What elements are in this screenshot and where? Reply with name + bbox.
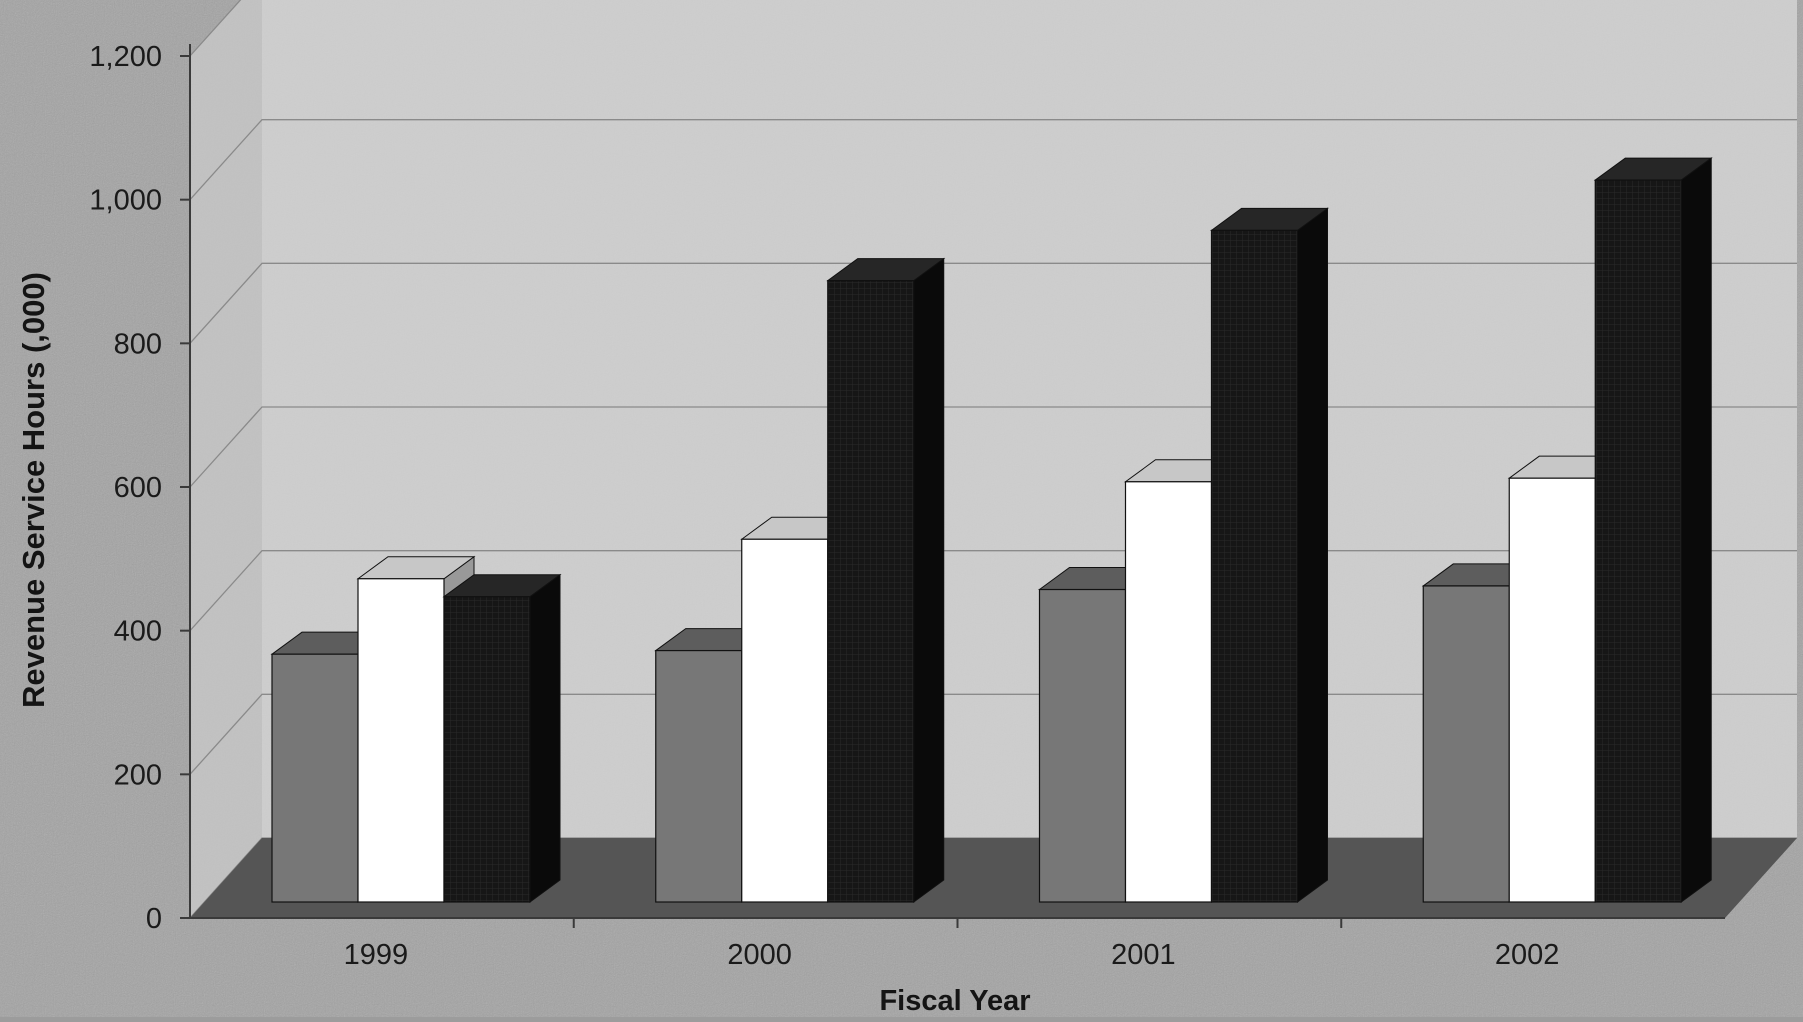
bar-2002-series-3 <box>1593 157 1713 903</box>
y-tick-label: 800 <box>114 328 162 360</box>
y-tick-label: 200 <box>114 759 162 791</box>
gridline <box>189 119 1797 201</box>
plot-back-wall <box>262 0 1797 838</box>
x-axis-label: Fiscal Year <box>879 985 1030 1017</box>
bars <box>270 157 1713 903</box>
axes <box>180 44 1725 928</box>
gridline <box>189 0 242 57</box>
bar-1999-series-3 <box>442 573 562 903</box>
plot-side-wall <box>190 0 262 918</box>
x-tick-label: 2001 <box>1111 939 1176 971</box>
x-tick-label: 2000 <box>727 939 792 971</box>
y-tick-label: 0 <box>146 903 162 935</box>
bar-2001-series-3 <box>1209 207 1330 903</box>
plot-floor <box>190 838 1797 918</box>
y-tick-label: 1,200 <box>89 41 162 73</box>
x-tick-label: 1999 <box>344 939 409 971</box>
y-axis-label: Revenue Service Hours (,000) <box>16 272 51 708</box>
y-tick-label: 1,000 <box>89 185 162 217</box>
y-tick-labels: 0 200 400 600 800 1,000 1,200 <box>89 41 162 935</box>
x-tick-labels: 1999 2000 2001 2002 <box>344 939 1560 971</box>
x-tick-label: 2002 <box>1495 939 1560 971</box>
y-tick-label: 400 <box>114 616 162 648</box>
bar-2000-series-3 <box>826 257 946 903</box>
y-tick-label: 600 <box>114 472 162 504</box>
